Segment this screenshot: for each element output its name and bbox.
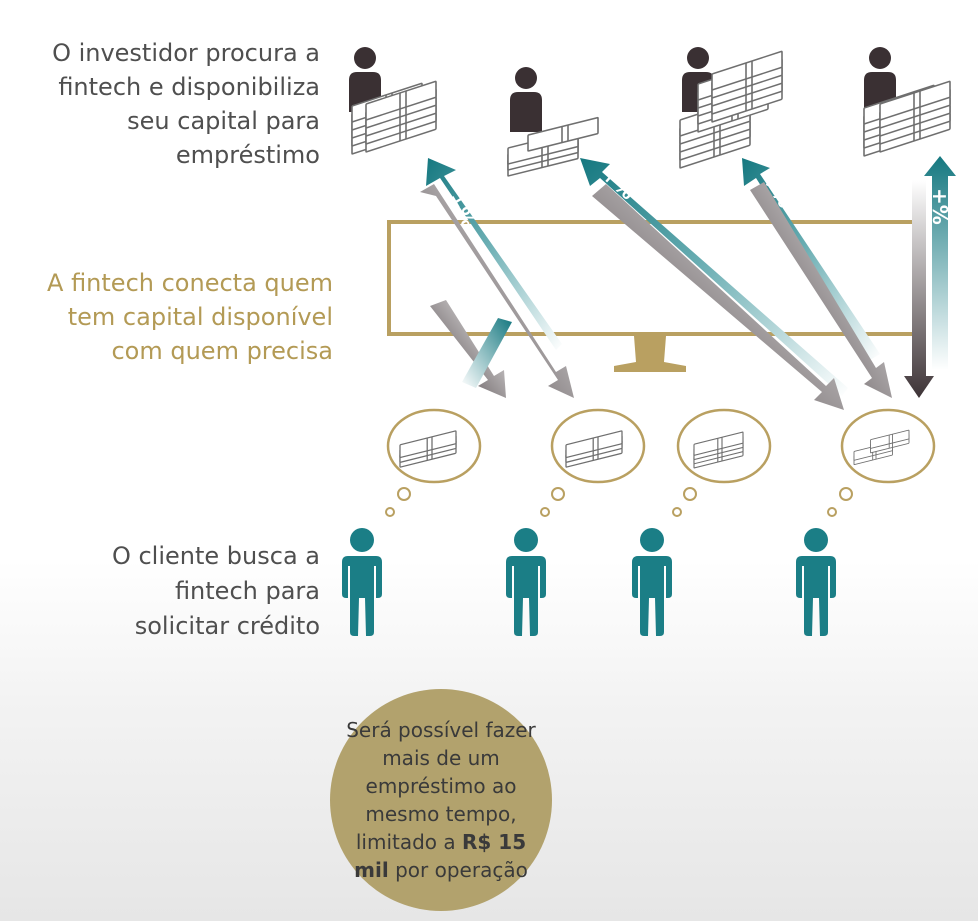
investor-1 (349, 47, 436, 154)
info-text-part-1: Será possível fazer mais de um empréstim… (346, 718, 536, 854)
thought-bubble-2 (540, 408, 646, 517)
client-1 (342, 528, 382, 636)
arrows: +% +% +% +% (420, 156, 956, 410)
client-3 (632, 528, 672, 636)
client-4 (796, 528, 836, 636)
client-2 (506, 528, 546, 636)
info-text-highlight: R$ 15 mil (354, 830, 527, 882)
info-circle: Será possível fazer mais de um empréstim… (330, 689, 552, 911)
fintech-text: A fintech conecta quem tem capital dispo… (47, 269, 333, 365)
investor-text: O investidor procura a fintech e disponi… (52, 39, 320, 169)
investor-4 (864, 47, 950, 156)
rate-label-4: +% (928, 188, 952, 225)
thought-bubble-4 (827, 408, 936, 517)
info-circle-text: Será possível fazer mais de um empréstim… (336, 716, 546, 884)
thought-bubble-1 (385, 408, 482, 517)
info-text-part-2: por operação (388, 858, 528, 882)
investor-3 (680, 47, 782, 168)
thought-bubble-3 (672, 408, 772, 517)
client-text: O cliente busca a fintech para solicitar… (111, 542, 320, 640)
